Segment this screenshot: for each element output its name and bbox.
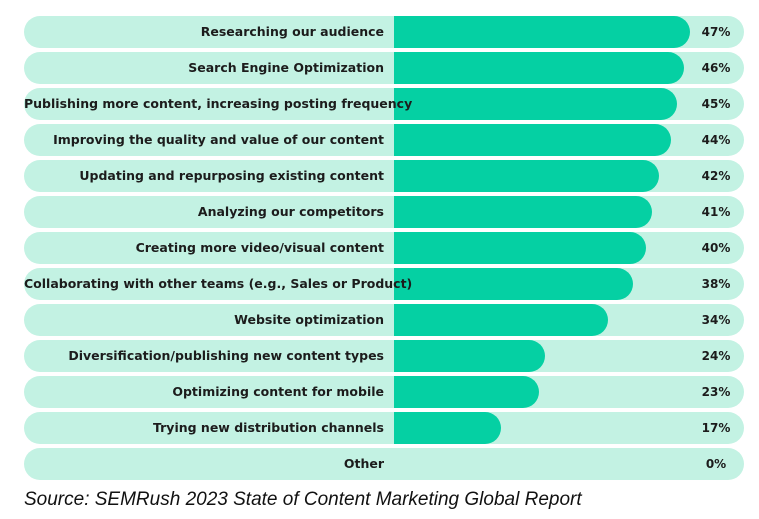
value-label: 24% xyxy=(701,349,731,363)
bar-track xyxy=(24,340,744,372)
value-label: 38% xyxy=(701,277,731,291)
bar-track xyxy=(24,196,744,228)
bar xyxy=(394,124,672,156)
bar xyxy=(394,376,539,408)
category-label: Website optimization xyxy=(234,312,384,327)
category-label: Diversification/publishing new content t… xyxy=(68,348,384,363)
bar-track xyxy=(24,160,744,192)
category-label: Trying new distribution channels xyxy=(152,420,384,435)
bar-track xyxy=(24,124,744,156)
category-label: Other xyxy=(343,456,384,471)
category-label: Optimizing content for mobile xyxy=(172,384,384,399)
value-label: 23% xyxy=(701,385,731,399)
bar xyxy=(394,304,609,336)
bar xyxy=(394,340,546,372)
value-label: 41% xyxy=(701,205,731,219)
category-label: Search Engine Optimization xyxy=(188,60,384,75)
value-label: 0% xyxy=(705,457,727,471)
bar-track xyxy=(24,232,744,264)
value-label: 42% xyxy=(701,169,731,183)
value-label: 46% xyxy=(701,61,731,75)
bar xyxy=(394,232,646,264)
bar xyxy=(394,160,659,192)
bar-track xyxy=(24,88,744,120)
category-label: Collaborating with other teams (e.g., Sa… xyxy=(24,276,413,291)
bar xyxy=(394,88,678,120)
category-label: Creating more video/visual content xyxy=(135,240,384,255)
value-label: 45% xyxy=(701,97,731,111)
value-label: 17% xyxy=(701,421,731,435)
bar-chart: Researching our audience 47% Search Engine… xyxy=(24,16,744,480)
bar xyxy=(394,52,684,84)
bar-track xyxy=(24,448,744,480)
bar-track xyxy=(24,376,744,408)
category-label: Analyzing our competitors xyxy=(197,204,384,219)
bar xyxy=(394,196,653,228)
bar-track xyxy=(24,412,744,444)
value-label: 34% xyxy=(701,313,731,327)
bar xyxy=(394,16,690,48)
source-caption: Source: SEMRush 2023 State of Content Ma… xyxy=(24,489,582,510)
value-label: 44% xyxy=(701,133,731,147)
bar-track xyxy=(24,52,744,84)
bar xyxy=(394,268,634,300)
category-label: Publishing more content, increasing post… xyxy=(24,96,413,111)
bar-track xyxy=(24,268,744,300)
bar-track xyxy=(24,304,744,336)
category-label: Researching our audience xyxy=(200,24,384,39)
value-label: 40% xyxy=(701,241,731,255)
bar xyxy=(394,412,502,444)
value-label: 47% xyxy=(701,25,731,39)
category-label: Updating and repurposing existing conten… xyxy=(79,168,384,183)
category-label: Improving the quality and value of our c… xyxy=(53,132,384,147)
bar-track xyxy=(24,16,744,48)
